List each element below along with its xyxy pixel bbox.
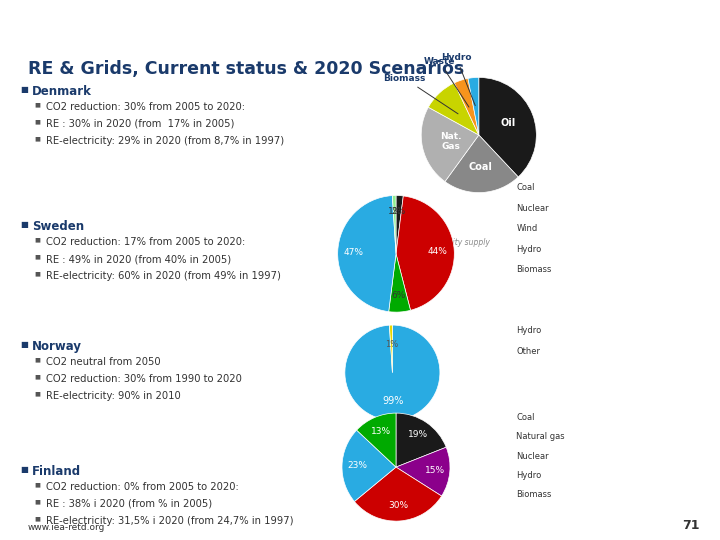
Wedge shape	[390, 325, 392, 373]
Text: Coal: Coal	[516, 413, 535, 422]
Wedge shape	[342, 430, 396, 502]
Wedge shape	[354, 467, 441, 521]
Text: ■: ■	[34, 136, 40, 141]
Text: RE & Grids, Current status & 2020 Scenarios: RE & Grids, Current status & 2020 Scenar…	[28, 60, 464, 78]
Wedge shape	[479, 77, 536, 177]
Text: RE : 30% in 2020 (from  17% in 2005): RE : 30% in 2020 (from 17% in 2005)	[46, 119, 235, 129]
Text: Natural gas: Natural gas	[516, 432, 565, 441]
Text: 71: 71	[683, 519, 700, 532]
Text: RE : 38% i 2020 (from % in 2005): RE : 38% i 2020 (from % in 2005)	[46, 499, 212, 509]
Wedge shape	[389, 254, 410, 312]
Text: 30%: 30%	[388, 502, 408, 510]
Text: CO2 reduction: 0% from 2005 to 2020:: CO2 reduction: 0% from 2005 to 2020:	[46, 482, 239, 492]
Text: Hydro: Hydro	[516, 245, 541, 254]
Text: 1%: 1%	[385, 340, 398, 349]
Text: Other: Other	[516, 347, 541, 356]
Text: Biomass: Biomass	[516, 490, 552, 500]
Text: ■: ■	[34, 102, 40, 107]
Text: 15%: 15%	[425, 466, 445, 475]
Text: Nuclear: Nuclear	[516, 204, 549, 213]
Text: Finland: Finland	[32, 465, 81, 478]
Text: RE-electricity: 29% in 2020 (from 8,7% in 1997): RE-electricity: 29% in 2020 (from 8,7% i…	[46, 136, 284, 146]
Text: CO2 reduction: 30% from 1990 to 2020: CO2 reduction: 30% from 1990 to 2020	[46, 374, 242, 384]
Text: ■: ■	[34, 391, 40, 396]
Wedge shape	[428, 83, 479, 135]
Text: ■: ■	[34, 374, 40, 379]
Text: ■: ■	[34, 357, 40, 362]
Text: ■: ■	[20, 85, 28, 94]
Text: Wind: Wind	[516, 224, 538, 233]
Text: 1%: 1%	[387, 207, 402, 217]
Text: 99%: 99%	[382, 396, 404, 406]
Text: ■: ■	[34, 499, 40, 504]
Text: RE-electricity: 31,5% i 2020 (from 24,7% in 1997): RE-electricity: 31,5% i 2020 (from 24,7%…	[46, 516, 294, 526]
Text: ■: ■	[34, 271, 40, 276]
Text: ■: ■	[34, 119, 40, 124]
Text: RE : 49% in 2020 (from 40% in 2005): RE : 49% in 2020 (from 40% in 2005)	[46, 254, 231, 264]
Text: ■: ■	[34, 482, 40, 487]
Wedge shape	[356, 413, 396, 467]
Wedge shape	[468, 77, 479, 135]
Text: Biomass: Biomass	[383, 74, 458, 114]
Text: ■: ■	[34, 237, 40, 242]
Wedge shape	[345, 325, 440, 420]
Text: 47%: 47%	[344, 248, 364, 257]
Text: 23%: 23%	[347, 461, 367, 470]
Wedge shape	[396, 447, 450, 496]
Text: Hydro: Hydro	[516, 471, 541, 480]
Text: Oil: Oil	[500, 118, 516, 129]
Text: Waste: Waste	[423, 57, 469, 107]
Text: Hydro: Hydro	[441, 53, 475, 106]
Text: A8: A8	[13, 16, 42, 35]
Wedge shape	[392, 195, 396, 254]
Text: Coal: Coal	[516, 183, 535, 192]
Text: Denmark: Denmark	[32, 85, 92, 98]
Text: 19%: 19%	[408, 430, 428, 440]
Text: CO2 reduction: 30% from 2005 to 2020:: CO2 reduction: 30% from 2005 to 2020:	[46, 102, 245, 112]
Text: Coal: Coal	[469, 161, 492, 172]
Wedge shape	[421, 107, 479, 181]
Text: 13%: 13%	[371, 427, 391, 436]
Wedge shape	[445, 135, 518, 193]
Text: Nuclear: Nuclear	[516, 451, 549, 461]
Text: RE-electricity: 90% in 2010: RE-electricity: 90% in 2010	[46, 391, 181, 401]
Text: ■: ■	[34, 254, 40, 259]
Text: 44%: 44%	[428, 247, 448, 255]
Text: Sweden: Sweden	[32, 220, 84, 233]
Wedge shape	[454, 78, 479, 135]
Text: www.iea-retd.org: www.iea-retd.org	[28, 523, 105, 532]
Text: ■: ■	[20, 340, 28, 349]
Text: CO2 neutral from 2050: CO2 neutral from 2050	[46, 357, 161, 367]
Text: Biomass: Biomass	[516, 265, 552, 274]
Text: ■: ■	[20, 220, 28, 229]
Wedge shape	[396, 196, 454, 310]
Text: CO2 reduction: 17% from 2005 to 2020:: CO2 reduction: 17% from 2005 to 2020:	[46, 237, 246, 247]
Text: ■: ■	[20, 465, 28, 474]
Text: ■: ■	[34, 516, 40, 521]
Text: Hydro: Hydro	[516, 326, 541, 335]
Text: Characteristics of electricity supply: Characteristics of electricity supply	[355, 238, 490, 247]
Text: RE-electricity: 60% in 2020 (from 49% in 1997): RE-electricity: 60% in 2020 (from 49% in…	[46, 271, 281, 281]
Wedge shape	[396, 413, 446, 467]
Text: 2%: 2%	[392, 207, 406, 217]
Wedge shape	[338, 195, 396, 312]
Wedge shape	[396, 195, 403, 254]
Text: Norway: Norway	[32, 340, 82, 353]
Text: Nat.
Gas: Nat. Gas	[440, 132, 462, 151]
Text: 6%: 6%	[392, 291, 406, 300]
